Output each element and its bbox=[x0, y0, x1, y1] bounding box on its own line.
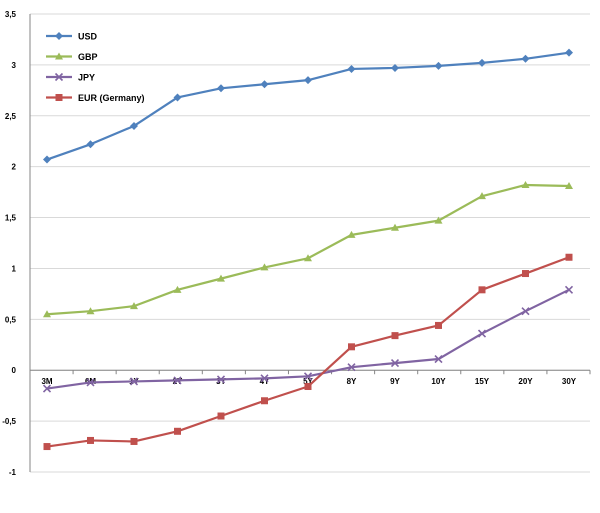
x-tick-label: 9Y bbox=[390, 377, 400, 386]
data-point bbox=[565, 253, 573, 261]
data-point bbox=[434, 354, 443, 364]
data-point bbox=[304, 76, 312, 85]
x-tick-label: 20Y bbox=[518, 377, 533, 386]
data-point bbox=[54, 72, 64, 82]
data-point bbox=[434, 61, 443, 70]
data-point bbox=[217, 274, 225, 282]
data-point bbox=[173, 285, 182, 293]
data-point bbox=[261, 397, 268, 405]
data-point bbox=[304, 254, 312, 262]
x-tick-label: 30Y bbox=[562, 377, 577, 386]
series-gbp bbox=[43, 180, 573, 318]
data-point bbox=[391, 223, 399, 231]
data-point bbox=[43, 155, 51, 164]
series-jpy bbox=[42, 285, 574, 393]
data-point bbox=[521, 307, 530, 316]
legend-item: EUR (Germany) bbox=[46, 93, 145, 103]
grid-layer bbox=[30, 13, 590, 473]
data-point bbox=[565, 48, 573, 57]
data-point bbox=[173, 93, 182, 102]
data-point bbox=[55, 32, 63, 40]
data-point bbox=[348, 343, 355, 351]
data-point bbox=[129, 377, 139, 386]
data-point bbox=[347, 64, 356, 73]
data-point bbox=[478, 192, 486, 200]
data-point bbox=[55, 94, 63, 101]
y-tick-label: 1 bbox=[12, 264, 17, 273]
x-tick-label: 10Y bbox=[431, 377, 446, 386]
legend-item: USD bbox=[46, 32, 98, 42]
legend-item: JPY bbox=[46, 73, 95, 83]
data-point bbox=[42, 384, 52, 393]
legend-label: EUR (Germany) bbox=[78, 93, 145, 103]
data-point bbox=[260, 263, 269, 271]
legend: USD GBP JPY EUR (Germany) bbox=[46, 32, 145, 103]
data-point bbox=[347, 363, 356, 372]
x-tick-label: 4Y bbox=[260, 377, 270, 386]
data-point bbox=[347, 230, 356, 238]
legend-item: GBP bbox=[46, 52, 98, 62]
data-point bbox=[217, 412, 225, 420]
y-tick-label: 1,5 bbox=[5, 214, 17, 223]
data-point bbox=[173, 376, 182, 385]
data-point bbox=[87, 436, 94, 444]
data-point bbox=[478, 58, 486, 67]
data-point bbox=[477, 329, 487, 338]
x-tick-label: 15Y bbox=[475, 377, 490, 386]
series-line bbox=[46, 183, 570, 316]
y-tick-label: 3,5 bbox=[5, 10, 17, 19]
series-line bbox=[46, 256, 570, 448]
data-point bbox=[130, 302, 138, 310]
y-tick-label: -1 bbox=[9, 468, 17, 477]
data-point bbox=[434, 216, 443, 224]
data-point bbox=[391, 63, 399, 72]
data-point bbox=[55, 52, 63, 60]
data-point bbox=[174, 427, 181, 435]
data-point bbox=[565, 182, 573, 190]
data-point bbox=[130, 437, 138, 445]
y-tick-label: 3 bbox=[12, 61, 17, 70]
data-point bbox=[86, 140, 95, 149]
y-tick-label: 2,5 bbox=[5, 112, 17, 121]
y-tick-label: 2 bbox=[12, 163, 17, 172]
x-tick-label: 3Y bbox=[216, 377, 226, 386]
x-tick-label: 5Y bbox=[303, 377, 313, 386]
data-point bbox=[390, 359, 400, 368]
data-point bbox=[86, 378, 95, 387]
series-line bbox=[46, 288, 570, 390]
data-point bbox=[521, 180, 530, 188]
data-point bbox=[43, 310, 51, 318]
data-point bbox=[521, 54, 530, 63]
data-point bbox=[216, 375, 226, 384]
data-point bbox=[303, 372, 313, 381]
series-eur-germany bbox=[43, 253, 573, 451]
legend-label: USD bbox=[78, 32, 98, 42]
data-point bbox=[304, 383, 312, 391]
data-point bbox=[391, 332, 399, 340]
data-point bbox=[522, 270, 529, 278]
data-point bbox=[435, 321, 442, 329]
data-point bbox=[43, 443, 51, 451]
data-point bbox=[86, 307, 95, 315]
data-point bbox=[260, 80, 269, 89]
series-layer bbox=[42, 48, 574, 451]
data-point bbox=[260, 374, 269, 383]
series-usd bbox=[43, 48, 573, 164]
x-tick-label: 3M bbox=[41, 377, 52, 386]
legend-label: GBP bbox=[78, 52, 98, 62]
data-point bbox=[217, 84, 225, 93]
data-point bbox=[564, 285, 574, 294]
series-line bbox=[46, 51, 570, 161]
data-point bbox=[130, 121, 138, 130]
y-tick-label: -0,5 bbox=[2, 417, 16, 426]
x-tick-label: 8Y bbox=[347, 377, 357, 386]
data-point bbox=[478, 286, 486, 294]
legend-label: JPY bbox=[78, 73, 95, 83]
y-tick-label: 0 bbox=[12, 366, 17, 375]
y-tick-label: 0,5 bbox=[5, 315, 17, 324]
